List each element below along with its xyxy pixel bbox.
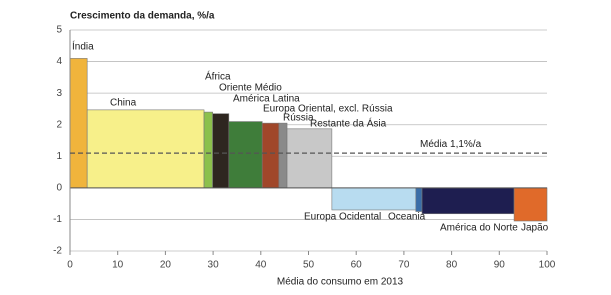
y-tick-label: 3 bbox=[56, 88, 62, 99]
y-tick-label: 2 bbox=[56, 119, 62, 130]
bar bbox=[286, 128, 333, 189]
bar-label: Restante da Ásia bbox=[310, 117, 387, 130]
bar-label: América do Norte bbox=[440, 223, 518, 234]
x-tick-label: 60 bbox=[351, 260, 363, 271]
y-tick-label: 1 bbox=[56, 151, 62, 162]
y-tick-label: 5 bbox=[56, 25, 62, 36]
x-tick-label: 20 bbox=[160, 260, 172, 271]
bar-label: Oriente Médio bbox=[219, 83, 282, 94]
bar bbox=[331, 187, 417, 211]
bar-label: Japão bbox=[521, 223, 549, 234]
x-tick-label: 100 bbox=[539, 260, 556, 271]
x-tick-label: 30 bbox=[208, 260, 220, 271]
bar bbox=[228, 121, 263, 189]
bar bbox=[212, 113, 230, 189]
bar-label: Índia bbox=[72, 40, 94, 53]
x-tick-label: 10 bbox=[112, 260, 124, 271]
bar bbox=[69, 58, 88, 189]
bar bbox=[261, 122, 280, 189]
bar-label: Europa Oriental, excl. Rússia bbox=[263, 104, 393, 115]
bar bbox=[203, 111, 213, 189]
bar-label: África bbox=[205, 70, 231, 83]
bar bbox=[415, 187, 423, 212]
x-tick-label: 80 bbox=[446, 260, 458, 271]
x-axis-title: Média do consumo em 2013 bbox=[277, 277, 404, 288]
y-tick-label: -2 bbox=[53, 246, 62, 257]
bar-label: Europa Ocidental bbox=[304, 212, 381, 223]
bar-label: América Latina bbox=[233, 94, 300, 105]
x-tick-label: 90 bbox=[494, 260, 506, 271]
reference-label: Média 1,1%/a bbox=[420, 139, 482, 150]
x-tick-label: 0 bbox=[67, 260, 73, 271]
bar-label: Oceania bbox=[388, 212, 426, 223]
x-tick-label: 50 bbox=[303, 260, 315, 271]
bar bbox=[513, 187, 548, 222]
y-tick-label: 0 bbox=[56, 182, 62, 193]
x-tick-label: 40 bbox=[255, 260, 267, 271]
bar bbox=[421, 187, 515, 215]
bar bbox=[278, 122, 288, 189]
bar bbox=[86, 109, 205, 189]
bar-label: Rússia bbox=[283, 113, 314, 124]
chart-title: Crescimento da demanda, %/a bbox=[70, 11, 215, 22]
y-tick-label: -1 bbox=[53, 214, 62, 225]
y-tick-label: 4 bbox=[56, 56, 62, 67]
bar-label: China bbox=[110, 98, 137, 109]
x-tick-label: 70 bbox=[398, 260, 410, 271]
